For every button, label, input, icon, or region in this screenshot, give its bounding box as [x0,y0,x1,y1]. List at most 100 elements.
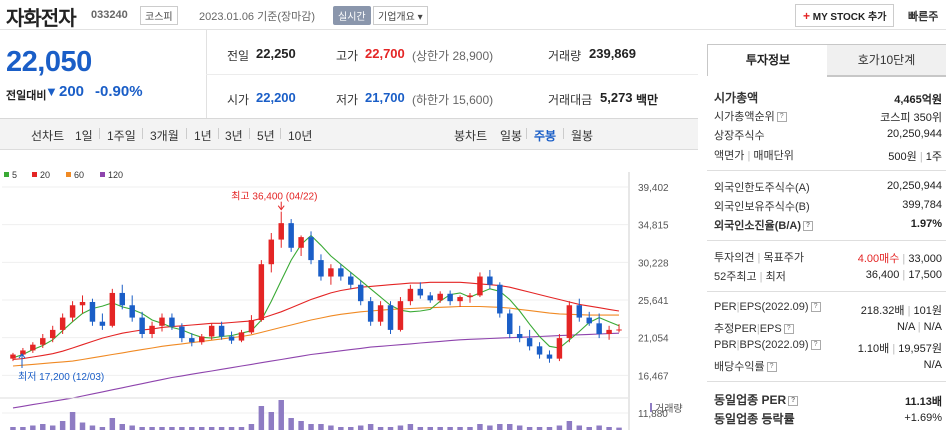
candle-daily[interactable]: 일봉 [500,129,523,143]
volume-bar [258,406,265,430]
sector-rate-label: 동일업종 등락률 [714,412,795,426]
period-10y[interactable]: 10년 [288,129,313,143]
sector-per-label: 동일업종 PER? [714,391,799,408]
volume-bar [477,424,483,430]
separator [280,128,281,139]
legend-swatch [32,172,37,177]
bps-label: BPS(2022.09) [739,339,809,351]
candle-body [328,268,334,277]
quick-search-link[interactable]: 빠른주 [908,11,939,23]
est-eps-label: EPS [759,323,782,335]
candle-body [129,305,135,318]
candle-monthly[interactable]: 월봉 [571,129,594,143]
week52-values: 36,400 | 17,500 [865,269,942,281]
dividend-label-text: 배당수익률 [714,361,765,373]
divider [206,74,698,75]
volume-bar [139,427,145,430]
period-3m[interactable]: 3개월 [150,129,179,143]
candle-body [228,336,235,341]
volume-bar [189,427,195,430]
help-icon[interactable]: ? [776,112,787,123]
tab-hoga-10[interactable]: 호가10단계 [827,44,946,77]
candle-body [367,301,374,322]
ma60-line [12,305,619,367]
candle-body [457,297,463,302]
add-mystock-button[interactable]: + MY STOCK 추가 [795,4,895,27]
high-label: 고가 [336,49,359,63]
period-1y[interactable]: 1년 [194,129,212,143]
divider [707,170,946,171]
period-1d[interactable]: 1일 [75,129,93,143]
y-tick-label: 21,054 [638,334,669,345]
help-icon[interactable]: ? [783,324,794,335]
candle-weekly[interactable]: 주봉 [534,129,557,143]
help-icon[interactable]: ? [803,221,813,232]
candle-body [298,237,304,248]
est-per-label: 추정PER|EPS? [714,320,794,336]
period-5y[interactable]: 5년 [257,129,275,143]
realtime-button[interactable]: 실시간 [333,6,371,25]
volume-bar [99,427,106,430]
date-text: 2023.01.06 기준(장마감) [199,11,316,23]
volume-bar [318,424,324,430]
y-tick-label: 25,641 [638,296,669,307]
trade-unit-label: 매매단위 [753,150,794,162]
candle-body [546,354,553,359]
candle-body [258,264,265,321]
down-arrow-icon: ▼ [45,84,58,99]
amount-value: 5,273 [600,90,633,105]
volume-bar [467,427,473,430]
volume-bar [576,425,583,430]
divider [707,291,946,292]
help-icon[interactable]: ? [810,302,821,313]
help-icon[interactable]: ? [766,362,777,373]
legend-swatch [100,172,105,177]
y-tick-label: 34,815 [638,221,669,232]
legend-label: 20 [40,170,50,180]
candle-chart-label: 봉차트 [454,129,488,143]
sector-rate-value: +1.69% [904,412,942,424]
cap-rank-label-text: 시가총액순위 [714,111,775,123]
period-3y[interactable]: 3년 [225,129,243,143]
divider [707,240,946,241]
volume-bar [526,427,533,430]
candle-body [30,344,36,351]
candle-body [49,329,56,339]
legend-label: 120 [108,170,123,180]
candle-body [556,338,563,359]
period-1w[interactable]: 1주일 [107,129,136,143]
change-value: 200 [59,83,85,100]
help-icon[interactable]: ? [810,340,821,351]
candle-body [10,354,16,359]
volume-bar [616,427,622,430]
volume-bar [328,425,334,430]
volume-bar [238,427,245,430]
candle-body [487,276,493,285]
candle-body [467,295,473,298]
volume-bar [596,425,602,430]
company-overview-dropdown[interactable]: 기업개요 ▾ [373,6,428,25]
candle-body [477,276,483,296]
volume-bar [606,427,612,430]
volume-bar [417,427,424,430]
volume-bar [447,427,453,430]
volume-bar [10,427,16,430]
help-icon[interactable]: ? [788,395,799,406]
current-price: 22,050 [6,46,92,78]
legend-swatch [66,172,71,177]
amount-unit: 백만 [636,93,659,107]
foreign-limit-value: 20,250,944 [886,180,942,192]
volume-bar [268,412,275,430]
candle-body [99,321,106,326]
candle-body [576,305,583,318]
volume-bar [119,424,125,430]
volume-bar [59,421,66,430]
volume-bar [218,427,225,430]
legend-swatch [4,172,9,177]
tab-invest-info[interactable]: 투자정보 [707,44,829,76]
volume-bar [357,425,364,430]
stock-code: 033240 [91,9,128,21]
foreign-limit-label: 외국인한도주식수(A) [714,182,810,194]
open-value: 22,200 [256,90,296,105]
prev-close-label: 전일 [227,49,250,63]
